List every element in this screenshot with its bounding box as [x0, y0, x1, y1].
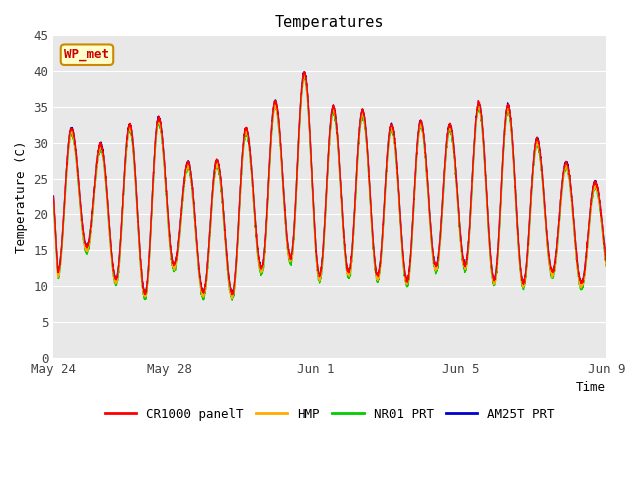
AM25T PRT — [285, 252, 293, 258]
CR1000 panelT — [602, 258, 610, 264]
Line: HMP: HMP — [53, 75, 606, 298]
CR1000 panelT — [228, 292, 236, 298]
HMP — [532, 141, 540, 147]
Text: WP_met: WP_met — [65, 48, 109, 61]
HMP — [285, 258, 293, 264]
Line: AM25T PRT: AM25T PRT — [53, 72, 606, 293]
NR01 PRT — [228, 297, 236, 303]
NR01 PRT — [262, 235, 269, 241]
CR1000 panelT — [145, 254, 153, 260]
Y-axis label: Temperature (C): Temperature (C) — [15, 140, 28, 253]
HMP — [592, 183, 600, 189]
Line: CR1000 panelT: CR1000 panelT — [53, 72, 606, 295]
HMP — [145, 256, 153, 262]
AM25T PRT — [300, 69, 308, 75]
NR01 PRT — [532, 142, 540, 147]
CR1000 panelT — [285, 253, 293, 259]
HMP — [113, 280, 120, 286]
X-axis label: Time: Time — [576, 381, 606, 394]
HMP — [228, 295, 236, 301]
AM25T PRT — [532, 136, 540, 142]
Line: NR01 PRT: NR01 PRT — [53, 76, 606, 300]
AM25T PRT — [49, 193, 57, 199]
CR1000 panelT — [113, 276, 120, 281]
AM25T PRT — [145, 251, 153, 257]
AM25T PRT — [592, 179, 600, 184]
NR01 PRT — [49, 201, 57, 207]
Legend: CR1000 panelT, HMP, NR01 PRT, AM25T PRT: CR1000 panelT, HMP, NR01 PRT, AM25T PRT — [100, 403, 560, 426]
CR1000 panelT — [532, 136, 540, 142]
NR01 PRT — [300, 73, 308, 79]
HMP — [262, 233, 269, 239]
CR1000 panelT — [262, 233, 269, 239]
AM25T PRT — [602, 258, 610, 264]
NR01 PRT — [602, 263, 610, 269]
NR01 PRT — [592, 186, 600, 192]
CR1000 panelT — [300, 69, 308, 75]
NR01 PRT — [113, 281, 120, 287]
CR1000 panelT — [592, 179, 600, 185]
CR1000 panelT — [49, 194, 57, 200]
NR01 PRT — [285, 257, 293, 263]
NR01 PRT — [145, 259, 153, 264]
AM25T PRT — [228, 290, 236, 296]
AM25T PRT — [113, 274, 120, 280]
HMP — [301, 72, 309, 78]
HMP — [602, 263, 610, 269]
HMP — [49, 200, 57, 206]
AM25T PRT — [262, 230, 269, 236]
Title: Temperatures: Temperatures — [275, 15, 385, 30]
